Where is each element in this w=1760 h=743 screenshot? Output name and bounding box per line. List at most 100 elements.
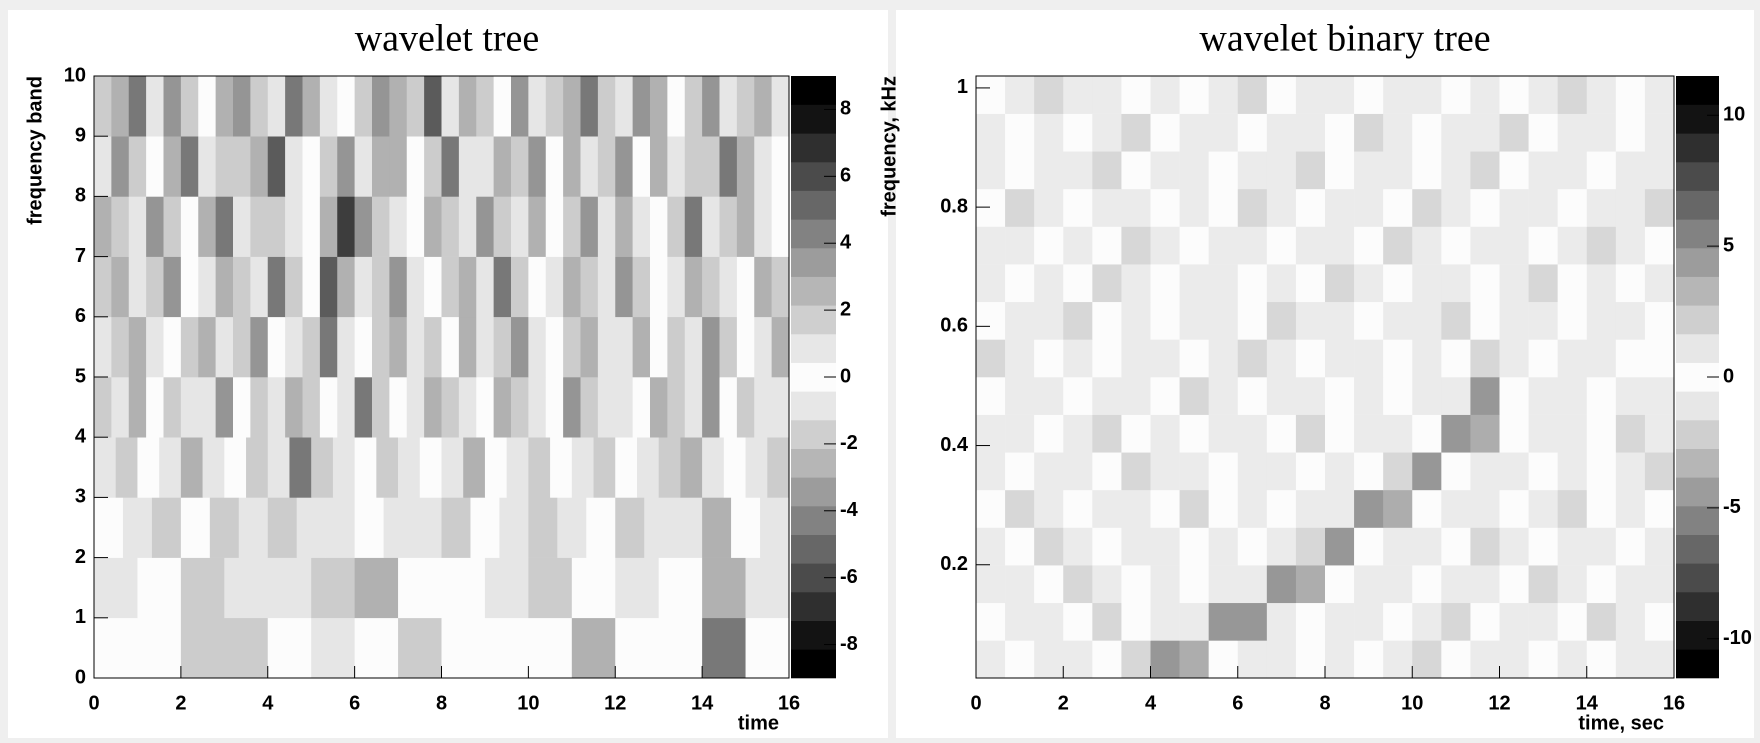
heatmap-cell: [563, 76, 581, 137]
heatmap-cell: [719, 377, 738, 438]
heatmap-cell: [1295, 414, 1326, 453]
x-tick-label: 6: [349, 692, 360, 714]
colorbar-tick-label: 10: [1723, 104, 1745, 126]
heatmap-cell: [615, 557, 659, 619]
colorbar-step: [1676, 305, 1719, 335]
colorbar-step: [1676, 620, 1719, 650]
heatmap-cell: [976, 640, 1006, 679]
heatmap-cell: [1615, 151, 1646, 190]
heatmap-cell: [1441, 527, 1471, 566]
heatmap-cell: [1383, 76, 1413, 114]
heatmap-cell: [458, 136, 477, 197]
heatmap-cell: [493, 256, 512, 318]
heatmap-cell: [1237, 339, 1268, 378]
heatmap-cell: [180, 497, 211, 558]
heatmap-cell: [1005, 489, 1035, 528]
y-tick-label: 0: [75, 666, 86, 688]
heatmap-cell: [151, 497, 182, 558]
y-tick-label: 0.6: [940, 315, 968, 337]
heatmap-cell: [1150, 151, 1180, 190]
heatmap-cell: [1470, 339, 1500, 378]
heatmap-cell: [1383, 339, 1413, 378]
colorbar-step: [1676, 76, 1719, 105]
heatmap-cell: [1383, 113, 1413, 152]
heatmap-cell: [1150, 339, 1180, 378]
heatmap-cell: [1528, 226, 1558, 265]
heatmap-cell: [1034, 264, 1064, 303]
heatmap-cell: [702, 377, 720, 438]
colorbar-step: [1676, 563, 1719, 593]
heatmap-cell: [180, 316, 199, 378]
heatmap-cell: [528, 497, 558, 558]
heatmap-cell: [1034, 527, 1064, 566]
heatmap-cell: [650, 136, 668, 197]
y-tick-label: 0.4: [940, 434, 969, 456]
heatmap-cell: [1092, 76, 1122, 114]
colorbar-step: [791, 276, 836, 306]
heatmap-cell: [180, 196, 199, 257]
heatmap-cell: [476, 196, 494, 257]
heatmap-cell: [337, 377, 355, 438]
heatmap-cell: [976, 301, 1006, 340]
heatmap-cell: [1528, 565, 1558, 604]
heatmap-cell: [267, 377, 286, 438]
heatmap-cell: [1121, 414, 1151, 453]
colorbar-step: [1676, 162, 1719, 191]
heatmap-cell: [1237, 602, 1268, 641]
heatmap-cell: [406, 256, 425, 318]
colorbar-step: [1676, 190, 1719, 220]
heatmap-cell: [1092, 565, 1122, 604]
heatmap-cell: [458, 196, 477, 257]
heatmap-cell: [1499, 527, 1529, 566]
heatmap-cell: [1586, 301, 1617, 340]
heatmap-cell: [233, 377, 251, 438]
colorbar-step: [1676, 334, 1719, 363]
heatmap-cell: [1208, 452, 1239, 491]
heatmap-cell: [976, 188, 1006, 227]
heatmap-cell: [376, 437, 399, 498]
heatmap-cell: [389, 316, 408, 378]
heatmap-cell: [528, 196, 547, 257]
heatmap-cell: [615, 437, 638, 498]
heatmap-cell: [1005, 339, 1035, 378]
heatmap-cell: [94, 377, 112, 438]
heatmap-cell: [719, 196, 738, 257]
heatmap-cell: [1034, 301, 1064, 340]
heatmap-cell: [1441, 565, 1471, 604]
heatmap-cell: [406, 76, 425, 137]
heatmap-cell: [406, 196, 425, 257]
colorbar-step: [791, 219, 836, 249]
heatmap-cell: [354, 377, 373, 438]
heatmap-cell: [476, 256, 494, 318]
heatmap-cell: [1644, 264, 1675, 303]
colorbar-tick-label: 2: [840, 298, 851, 320]
heatmap-cell: [1121, 452, 1151, 491]
heatmap-cell: [1325, 452, 1355, 491]
heatmap-cell: [650, 316, 668, 378]
heatmap-cell: [389, 377, 408, 438]
heatmap-cell: [1295, 339, 1326, 378]
heatmap-cell: [1644, 339, 1675, 378]
colorbar-tick-label: -2: [840, 432, 858, 454]
heatmap-cell: [680, 437, 703, 498]
heatmap-cell: [250, 316, 269, 378]
heatmap-cell: [1412, 151, 1442, 190]
heatmap-cell: [1354, 527, 1384, 566]
colorbar-step: [791, 76, 836, 105]
y-tick-label: 4: [75, 425, 87, 447]
heatmap-cell: [511, 196, 529, 257]
heatmap-cell: [736, 136, 755, 197]
heatmap-cell: [163, 377, 182, 438]
heatmap-cell: [1499, 339, 1529, 378]
heatmap-cell: [976, 414, 1006, 453]
heatmap-cell: [1208, 264, 1239, 303]
heatmap-cell: [458, 377, 477, 438]
heatmap-cell: [180, 617, 225, 679]
heatmap-cell: [1034, 489, 1064, 528]
heatmap-cell: [1557, 452, 1588, 491]
heatmap-cell: [1092, 489, 1122, 528]
heatmap-cell: [1266, 565, 1297, 604]
heatmap-cell: [94, 437, 117, 498]
heatmap-cell: [1325, 414, 1355, 453]
heatmap-cell: [215, 256, 234, 318]
